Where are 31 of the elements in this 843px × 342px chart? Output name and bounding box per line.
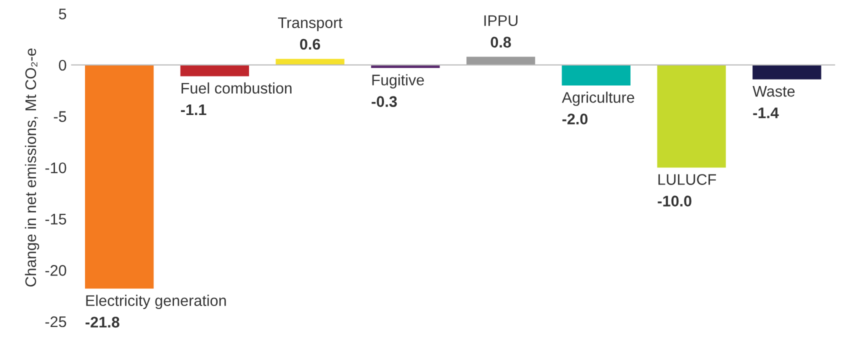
y-axis-title: Change in net emissions, Mt CO₂-e: [24, 48, 40, 287]
y-tick-label: -25: [45, 316, 66, 328]
y-tick-label: -20: [45, 265, 66, 276]
y-tick-label: 5: [58, 8, 66, 20]
bar: [180, 64, 250, 76]
data-label: -0.3: [372, 96, 397, 108]
x-tick-label: Transport: [278, 17, 342, 32]
x-tick-label: Electricity generation: [86, 294, 226, 310]
data-label: -2.0: [562, 114, 588, 124]
x-tick-label: Agriculture: [562, 92, 634, 106]
data-label: -1.1: [180, 104, 206, 116]
x-tick-label: Fugitive: [372, 74, 424, 88]
y-tick-label: -15: [45, 214, 66, 225]
x-tick-label: Waste: [752, 86, 795, 97]
bar: [562, 64, 630, 86]
x-tick-label: Fuel combustion: [182, 82, 292, 94]
x-tick-label: LULUCF: [658, 174, 716, 185]
bar: [657, 64, 726, 168]
data-label: -21.8: [86, 316, 120, 328]
y-tick-label: -5: [54, 111, 66, 122]
bar: [466, 56, 536, 65]
data-label: 0.8: [490, 36, 511, 48]
data-label: -10.0: [658, 196, 692, 207]
x-tick-label: IPPU: [484, 15, 518, 26]
bar: [752, 64, 822, 80]
y-tick-label: 0: [58, 60, 66, 71]
bar: [85, 64, 154, 289]
bar: [276, 58, 344, 65]
y-tick-label: -10: [45, 162, 66, 174]
data-label: 0.6: [300, 38, 320, 50]
data-label: -1.4: [753, 108, 779, 118]
